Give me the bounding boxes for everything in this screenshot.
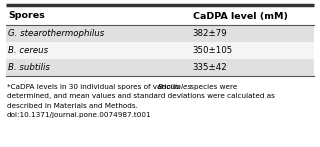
Text: *CaDPA levels in 30 individual spores of various: *CaDPA levels in 30 individual spores of… <box>7 84 181 90</box>
Text: 335±42: 335±42 <box>193 63 228 72</box>
Text: CaDPA level (mM): CaDPA level (mM) <box>193 11 288 20</box>
Text: Bacillales: Bacillales <box>157 84 192 90</box>
Text: determined, and mean values and standard deviations were calculated as: determined, and mean values and standard… <box>7 93 275 99</box>
Text: described in Materials and Methods.: described in Materials and Methods. <box>7 103 138 109</box>
Text: Spores: Spores <box>8 11 45 20</box>
Text: G. stearothermophilus: G. stearothermophilus <box>8 29 104 38</box>
Text: B. cereus: B. cereus <box>8 46 48 55</box>
Bar <box>6 25 314 42</box>
Text: species were: species were <box>188 84 237 90</box>
Text: 382±79: 382±79 <box>193 29 228 38</box>
Bar <box>6 42 314 59</box>
Text: 350±105: 350±105 <box>193 46 233 55</box>
Text: doi:10.1371/journal.pone.0074987.t001: doi:10.1371/journal.pone.0074987.t001 <box>7 112 152 118</box>
Text: B. subtilis: B. subtilis <box>8 63 50 72</box>
Bar <box>6 59 314 76</box>
